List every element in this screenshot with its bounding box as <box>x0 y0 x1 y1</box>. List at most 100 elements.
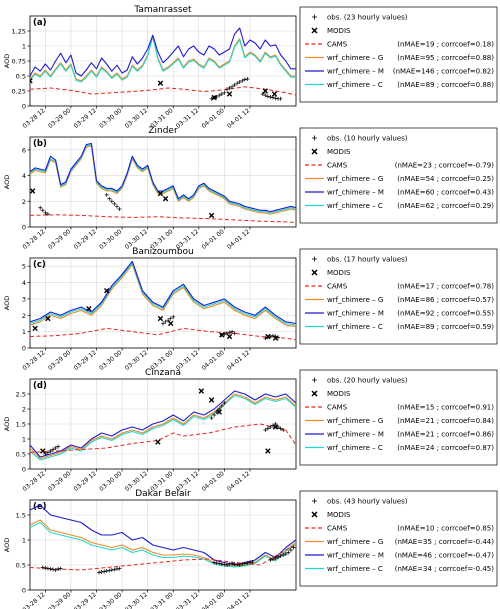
legend-m-stats: (nMAE=46 ; corrcoef=-0.47) <box>395 552 494 560</box>
obs-marker <box>237 563 242 567</box>
modis-marker <box>226 333 233 340</box>
panel-title: Cinzana <box>145 368 181 378</box>
obs-marker <box>219 92 224 96</box>
legend-cams-label: CAMS <box>327 283 348 291</box>
x-tick-label: 03-29 12 <box>73 591 98 609</box>
obs-marker <box>245 561 250 565</box>
y-axis-label: AOD <box>3 296 11 310</box>
x-tick-label: 03-30 00 <box>98 107 123 130</box>
panel-title: Zinder <box>148 126 178 136</box>
legend: obs. (17 hourly values) MODIS CAMS (nMAE=17… <box>299 248 498 345</box>
legend-cams-stats: (nMAE=15 ; corrcoef=0.91) <box>397 404 494 412</box>
obs-marker <box>114 567 119 571</box>
panel-title: Banizoumbou <box>132 247 194 257</box>
legend-modis-label: MODIS <box>327 27 351 35</box>
obs-marker <box>212 413 217 417</box>
y-tick-label: 0.75 <box>12 58 26 66</box>
y-tick-label: 0 <box>22 345 26 353</box>
legend-cams-label: CAMS <box>327 162 348 170</box>
obs-marker <box>276 555 281 559</box>
series-group <box>30 260 296 341</box>
x-tick-label: 04-01 00 <box>200 591 225 609</box>
legend-obs-label: obs. (20 hourly values) <box>327 377 408 385</box>
series-line-cams <box>30 544 296 571</box>
obs-marker <box>104 192 109 197</box>
obs-marker <box>43 566 48 570</box>
legend: obs. (20 hourly values) MODIS CAMS (nMAE=15… <box>299 369 498 466</box>
legend-obs-marker <box>312 498 317 504</box>
obs-marker <box>230 561 235 566</box>
legend-modis-label: MODIS <box>327 390 351 398</box>
obs-marker <box>40 565 45 570</box>
obs-marker <box>40 208 45 213</box>
obs-marker <box>112 201 117 206</box>
legend-g-label: wrf_chimere – G <box>327 417 383 425</box>
modis-marker <box>262 88 269 94</box>
obs-marker <box>224 331 229 336</box>
legend-c-label: wrf_chimere – C <box>327 323 383 331</box>
obs-marker <box>117 566 122 571</box>
y-axis-label: AOD <box>3 175 11 189</box>
series-line-wrf-chimere-g <box>30 519 296 567</box>
obs-marker <box>278 426 283 431</box>
y-axis-label: AOD <box>3 538 11 552</box>
legend-obs-label: obs. (43 hourly values) <box>327 498 408 506</box>
y-tick-label: 0.5 <box>16 73 26 81</box>
y-axis-label: AOD <box>3 417 11 431</box>
x-tick-label: 03-29 12 <box>73 349 98 372</box>
obs-marker <box>53 446 58 450</box>
obs-marker <box>43 210 48 215</box>
y-tick-label: 2.5 <box>16 391 26 399</box>
obs-marker <box>265 426 270 431</box>
obs-marker <box>235 562 240 567</box>
obs-marker <box>217 561 222 566</box>
obs-marker <box>273 556 278 560</box>
legend-obs-marker <box>312 135 317 141</box>
obs-marker <box>265 94 270 99</box>
obs-marker <box>268 334 273 339</box>
y-tick-label: 1 <box>22 43 26 51</box>
obs-marker <box>166 318 171 323</box>
legend-m-label: wrf_chimere – M <box>327 189 384 197</box>
legend-c-label: wrf_chimere – C <box>327 81 383 89</box>
modis-marker <box>211 94 217 101</box>
legend-box <box>299 248 498 345</box>
legend-cams-stats: (nMAE=23 ; corrcoef=-0.79) <box>395 162 494 170</box>
x-tick-label: 04-01 00 <box>200 470 225 493</box>
obs-marker <box>268 95 273 99</box>
obs-marker <box>245 77 250 81</box>
obs-marker <box>227 86 232 90</box>
panel-1: Tamanrasset(a)00.250.50.7511.25AOD03-28 … <box>3 5 498 130</box>
modis-marker <box>208 212 215 219</box>
x-tick-label: 03-31 00 <box>149 591 174 609</box>
obs-marker <box>222 90 227 95</box>
panel-label: (d) <box>33 381 47 391</box>
x-tick-label: 03-31 12 <box>175 591 200 609</box>
legend-cams-stats: (nMAE=10 ; corrcoef=0.85) <box>397 525 494 533</box>
obs-marker <box>240 78 245 83</box>
obs-marker <box>268 558 273 562</box>
obs-marker <box>112 567 117 572</box>
y-tick-label: 1 <box>22 537 26 545</box>
modis-marker <box>30 188 36 194</box>
x-tick-label: 03-30 12 <box>124 591 149 609</box>
legend-box <box>299 490 498 587</box>
obs-marker <box>51 447 56 452</box>
x-tick-label: 03-30 12 <box>124 107 149 130</box>
legend-cams-stats: (nMAE=17 ; corrcoef=0.78) <box>397 283 494 291</box>
modis-marker <box>216 409 222 415</box>
x-tick-label: 03-29 12 <box>73 470 98 493</box>
legend-obs-marker <box>312 256 317 262</box>
y-tick-label: 4 <box>22 279 26 287</box>
modis-marker <box>155 439 161 445</box>
obs-marker <box>240 562 245 566</box>
series-line-wrf-chimere-c <box>30 35 296 83</box>
panel-title: Dakar Belair <box>135 489 191 499</box>
obs-marker <box>227 562 232 566</box>
modis-marker <box>40 448 46 454</box>
obs-marker <box>273 96 278 101</box>
series-line-wrf-chimere-g <box>30 263 296 328</box>
